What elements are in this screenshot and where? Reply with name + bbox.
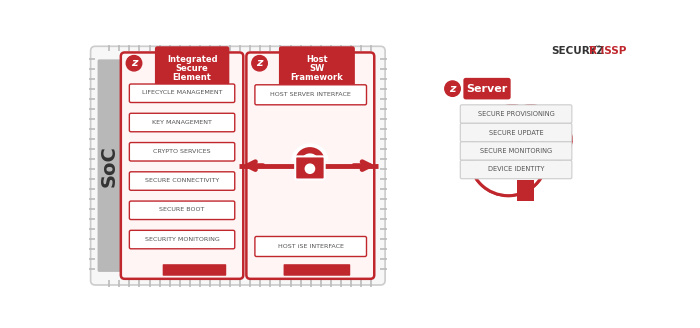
Circle shape bbox=[512, 107, 550, 144]
FancyBboxPatch shape bbox=[516, 107, 535, 132]
Text: Server: Server bbox=[466, 84, 508, 93]
Circle shape bbox=[510, 106, 551, 146]
Circle shape bbox=[489, 106, 536, 152]
FancyBboxPatch shape bbox=[85, 36, 633, 295]
Text: Integrated: Integrated bbox=[167, 55, 218, 64]
Text: SECURE BOOT: SECURE BOOT bbox=[160, 207, 204, 213]
Text: SECURITY MONITORING: SECURITY MONITORING bbox=[145, 237, 219, 242]
Text: Framework: Framework bbox=[290, 73, 343, 82]
Text: SECURE MONITORING: SECURE MONITORING bbox=[480, 148, 552, 154]
FancyBboxPatch shape bbox=[463, 78, 511, 99]
FancyBboxPatch shape bbox=[517, 109, 534, 130]
FancyBboxPatch shape bbox=[121, 52, 244, 279]
Text: iSSP: iSSP bbox=[596, 46, 626, 56]
Text: SECURYZ: SECURYZ bbox=[551, 46, 604, 56]
Circle shape bbox=[490, 107, 534, 151]
FancyBboxPatch shape bbox=[162, 264, 226, 276]
Circle shape bbox=[468, 119, 518, 169]
Circle shape bbox=[523, 116, 570, 163]
Circle shape bbox=[522, 115, 571, 164]
Text: z: z bbox=[256, 58, 262, 68]
Circle shape bbox=[466, 118, 519, 170]
Text: CRYPTO SERVICES: CRYPTO SERVICES bbox=[153, 149, 211, 154]
FancyBboxPatch shape bbox=[461, 160, 572, 179]
Text: KEY MANAGEMENT: KEY MANAGEMENT bbox=[152, 120, 212, 125]
Text: SW: SW bbox=[309, 64, 325, 73]
FancyBboxPatch shape bbox=[284, 264, 350, 276]
FancyBboxPatch shape bbox=[517, 179, 534, 201]
Text: Element: Element bbox=[173, 73, 211, 82]
Text: HOST iSE INTERFACE: HOST iSE INTERFACE bbox=[278, 244, 344, 249]
FancyBboxPatch shape bbox=[130, 230, 234, 249]
Circle shape bbox=[126, 55, 141, 71]
Circle shape bbox=[470, 120, 546, 195]
Text: ™: ™ bbox=[594, 46, 601, 51]
FancyBboxPatch shape bbox=[461, 142, 572, 160]
Text: R: R bbox=[589, 46, 597, 56]
Text: SoC: SoC bbox=[99, 145, 119, 187]
FancyBboxPatch shape bbox=[155, 46, 230, 86]
Text: z: z bbox=[449, 84, 456, 93]
FancyBboxPatch shape bbox=[461, 105, 572, 123]
FancyBboxPatch shape bbox=[97, 59, 121, 272]
FancyBboxPatch shape bbox=[130, 172, 234, 190]
Circle shape bbox=[444, 81, 461, 96]
Text: SECURE UPDATE: SECURE UPDATE bbox=[489, 130, 543, 135]
Circle shape bbox=[252, 55, 267, 71]
Text: Host: Host bbox=[306, 55, 328, 64]
FancyBboxPatch shape bbox=[295, 156, 325, 179]
FancyBboxPatch shape bbox=[255, 85, 367, 105]
Text: DEVICE IDENTITY: DEVICE IDENTITY bbox=[488, 167, 545, 173]
FancyBboxPatch shape bbox=[130, 84, 234, 102]
FancyBboxPatch shape bbox=[279, 46, 355, 86]
FancyBboxPatch shape bbox=[130, 143, 234, 161]
FancyBboxPatch shape bbox=[90, 46, 385, 285]
Circle shape bbox=[470, 119, 547, 196]
Text: HOST SERVER INTERFACE: HOST SERVER INTERFACE bbox=[270, 92, 351, 97]
FancyBboxPatch shape bbox=[246, 52, 374, 279]
Text: LIFECYCLE MANAGEMENT: LIFECYCLE MANAGEMENT bbox=[142, 91, 223, 95]
Text: SECURE PROVISIONING: SECURE PROVISIONING bbox=[477, 111, 554, 117]
Text: Secure: Secure bbox=[176, 64, 209, 73]
Text: SECURE CONNECTIVITY: SECURE CONNECTIVITY bbox=[145, 178, 219, 183]
FancyBboxPatch shape bbox=[130, 113, 234, 132]
FancyBboxPatch shape bbox=[461, 123, 572, 142]
Circle shape bbox=[305, 164, 314, 173]
Text: z: z bbox=[131, 58, 137, 68]
FancyBboxPatch shape bbox=[517, 109, 534, 130]
FancyBboxPatch shape bbox=[517, 179, 534, 201]
FancyBboxPatch shape bbox=[255, 236, 367, 256]
FancyBboxPatch shape bbox=[130, 201, 234, 219]
